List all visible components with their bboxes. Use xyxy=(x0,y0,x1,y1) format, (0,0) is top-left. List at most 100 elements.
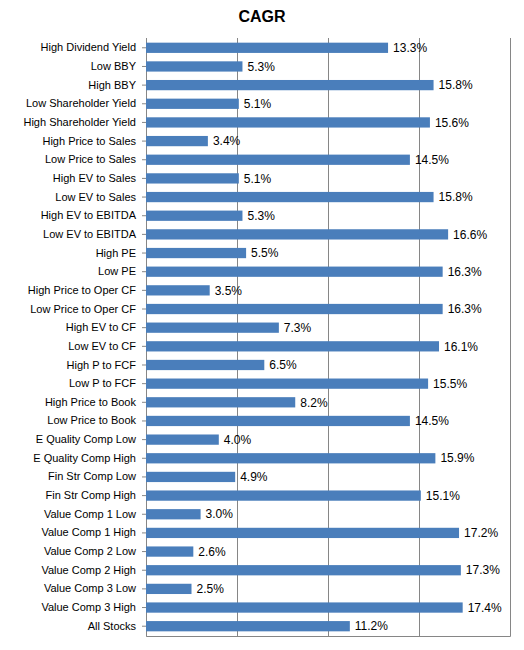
y-tick-mark xyxy=(142,141,146,142)
data-label: 16.3% xyxy=(448,265,482,279)
y-tick-mark xyxy=(142,364,146,365)
category-label: High BBY xyxy=(88,79,136,91)
chart: CAGRHigh Dividend YieldLow BBYHigh BBYLo… xyxy=(0,0,524,650)
y-tick: High Price to Oper CF xyxy=(28,284,146,296)
y-tick: High EV to Sales xyxy=(53,172,146,184)
data-label: 2.6% xyxy=(198,545,226,559)
data-label: 17.2% xyxy=(464,526,498,540)
category-label: Value Comp 1 Low xyxy=(44,508,136,520)
category-label: High PE xyxy=(96,247,136,259)
data-label: 13.3% xyxy=(393,41,427,55)
category-label: Low Price to Book xyxy=(47,414,136,426)
bar xyxy=(146,472,235,482)
y-tick-mark xyxy=(142,588,146,589)
bar xyxy=(146,229,448,239)
category-label: E Quality Comp Low xyxy=(36,433,136,445)
y-tick-mark xyxy=(142,122,146,123)
data-label: 4.0% xyxy=(224,433,252,447)
data-label: 16.6% xyxy=(453,228,487,242)
bar xyxy=(146,453,435,463)
grid-line xyxy=(419,38,420,636)
bar xyxy=(146,248,246,258)
y-tick: High EV to EBITDA xyxy=(41,209,146,221)
category-label: High P to FCF xyxy=(67,359,137,371)
data-label: 7.3% xyxy=(284,321,312,335)
y-tick: Low EV to CF xyxy=(68,340,146,352)
y-tick: E Quality Comp Low xyxy=(36,433,146,445)
y-tick-mark xyxy=(142,626,146,627)
data-label: 15.1% xyxy=(426,489,460,503)
y-tick: High Price to Sales xyxy=(42,135,146,147)
y-tick-mark xyxy=(142,551,146,552)
category-label: High EV to Sales xyxy=(53,172,137,184)
y-tick-mark xyxy=(142,458,146,459)
y-tick-mark xyxy=(142,327,146,328)
data-label: 3.5% xyxy=(215,284,243,298)
x-axis-line xyxy=(147,38,511,637)
data-label: 15.8% xyxy=(439,78,473,92)
bar xyxy=(146,80,434,90)
x-tick xyxy=(419,38,420,636)
bar xyxy=(146,136,208,146)
y-tick: Low P to FCF xyxy=(69,377,146,389)
bar xyxy=(146,379,428,389)
category-label: High Shareholder Yield xyxy=(23,116,136,128)
grid-line xyxy=(510,38,511,636)
y-tick-mark xyxy=(142,420,146,421)
bar xyxy=(146,173,239,183)
bar xyxy=(146,621,350,631)
y-tick-mark xyxy=(142,159,146,160)
data-label: 14.5% xyxy=(415,414,449,428)
bar xyxy=(146,397,295,407)
category-label: Value Comp 1 High xyxy=(41,526,136,538)
y-tick: High Shareholder Yield xyxy=(23,116,146,128)
y-tick: Low PE xyxy=(98,265,146,277)
grid-line xyxy=(146,38,147,636)
bar xyxy=(146,117,430,127)
category-label: Low BBY xyxy=(91,60,137,72)
bar xyxy=(146,304,443,314)
data-label: 8.2% xyxy=(300,396,328,410)
category-label: All Stocks xyxy=(88,620,137,632)
y-tick-mark xyxy=(142,439,146,440)
y-tick: Low Price to Oper CF xyxy=(30,303,146,315)
y-tick: Value Comp 3 High xyxy=(41,601,146,613)
y-tick: High BBY xyxy=(88,79,146,91)
category-label: Low PE xyxy=(98,265,136,277)
data-label: 15.5% xyxy=(433,377,467,391)
category-label: Value Comp 3 Low xyxy=(44,582,136,594)
y-tick: Value Comp 3 Low xyxy=(44,582,146,594)
category-label: E Quality Comp High xyxy=(33,452,136,464)
y-tick-mark xyxy=(142,346,146,347)
data-label: 5.3% xyxy=(247,209,275,223)
grid-line xyxy=(328,38,329,636)
category-label: High Price to Book xyxy=(45,396,137,408)
category-label: High EV to CF xyxy=(66,321,137,333)
category-label: Value Comp 3 High xyxy=(41,601,136,613)
bar xyxy=(146,211,242,221)
y-tick: Low EV to Sales xyxy=(55,191,146,203)
y-tick-mark xyxy=(142,253,146,254)
bar xyxy=(146,323,279,333)
bar xyxy=(146,528,459,538)
plot: High Dividend YieldLow BBYHigh BBYLow Sh… xyxy=(23,38,510,637)
y-tick-mark xyxy=(142,215,146,216)
category-label: Low P to FCF xyxy=(69,377,136,389)
bar xyxy=(146,267,443,277)
x-tick xyxy=(510,38,511,636)
bar xyxy=(146,192,434,202)
y-tick: Value Comp 2 High xyxy=(41,564,146,576)
y-tick: Fin Str Comp High xyxy=(46,489,146,501)
y-tick-mark xyxy=(142,66,146,67)
category-label: High EV to EBITDA xyxy=(41,209,137,221)
data-label: 16.1% xyxy=(444,340,478,354)
y-tick-mark xyxy=(142,234,146,235)
data-label: 15.8% xyxy=(439,190,473,204)
category-label: Low Price to Sales xyxy=(45,153,137,165)
bar xyxy=(146,99,239,109)
bar xyxy=(146,434,219,444)
category-label: Fin Str Comp Low xyxy=(48,470,136,482)
y-tick: High EV to CF xyxy=(66,321,146,333)
y-tick: Low EV to EBITDA xyxy=(43,228,146,240)
y-tick-mark xyxy=(142,178,146,179)
